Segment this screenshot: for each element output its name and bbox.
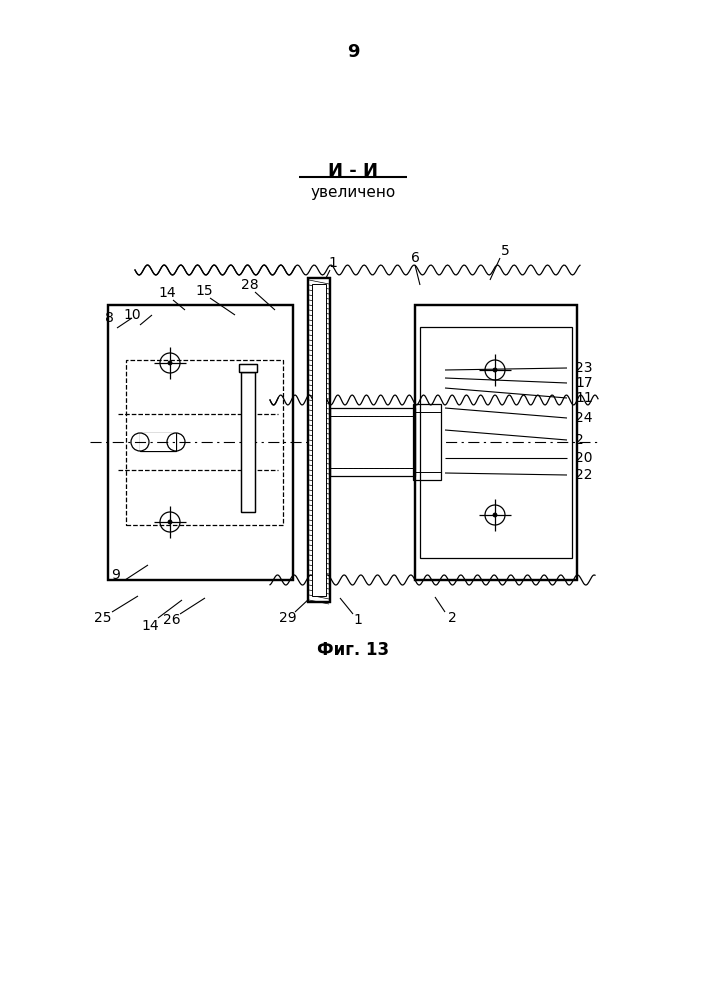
Text: 22: 22 bbox=[575, 468, 592, 482]
Text: 2: 2 bbox=[575, 433, 584, 447]
Text: 1: 1 bbox=[329, 256, 337, 270]
Bar bbox=[239, 364, 257, 372]
Text: 9: 9 bbox=[112, 568, 120, 582]
Text: 2: 2 bbox=[448, 611, 457, 625]
Text: 1: 1 bbox=[354, 613, 363, 627]
Text: 25: 25 bbox=[94, 611, 112, 625]
Bar bbox=[312, 284, 326, 596]
Bar bbox=[415, 305, 577, 580]
Text: 24: 24 bbox=[575, 411, 592, 425]
Bar bbox=[413, 404, 441, 480]
Text: 14: 14 bbox=[141, 619, 159, 633]
Bar bbox=[126, 360, 283, 525]
FancyBboxPatch shape bbox=[140, 433, 176, 451]
Text: 14: 14 bbox=[158, 286, 176, 300]
Bar bbox=[308, 278, 330, 602]
Text: И - И: И - И bbox=[328, 162, 378, 180]
Text: увеличено: увеличено bbox=[310, 186, 396, 200]
Bar bbox=[241, 372, 255, 512]
Text: 9: 9 bbox=[346, 43, 359, 61]
Text: 5: 5 bbox=[501, 244, 509, 258]
Text: 29: 29 bbox=[279, 611, 297, 625]
Text: 17: 17 bbox=[575, 376, 592, 390]
Bar bbox=[108, 305, 293, 580]
Circle shape bbox=[493, 368, 497, 372]
Bar bbox=[415, 305, 577, 580]
Bar bbox=[308, 278, 330, 602]
Bar bbox=[108, 305, 293, 580]
Circle shape bbox=[493, 513, 497, 517]
Bar bbox=[330, 408, 415, 476]
Text: 11: 11 bbox=[575, 391, 592, 405]
Bar bbox=[330, 408, 415, 476]
Circle shape bbox=[168, 520, 172, 524]
Text: 8: 8 bbox=[105, 311, 113, 325]
Bar bbox=[241, 372, 255, 512]
Text: 15: 15 bbox=[195, 284, 213, 298]
Bar bbox=[415, 305, 577, 580]
Bar bbox=[420, 327, 572, 558]
Bar bbox=[108, 305, 293, 580]
Text: 20: 20 bbox=[575, 451, 592, 465]
Bar bbox=[413, 404, 441, 480]
Text: 6: 6 bbox=[411, 251, 419, 265]
Bar bbox=[140, 433, 176, 451]
Text: Фиг. 13: Фиг. 13 bbox=[317, 641, 389, 659]
Text: 23: 23 bbox=[575, 361, 592, 375]
Text: 26: 26 bbox=[163, 613, 181, 627]
Text: 28: 28 bbox=[241, 278, 259, 292]
Bar bbox=[239, 364, 257, 372]
Bar bbox=[308, 278, 330, 602]
Text: 10: 10 bbox=[123, 308, 141, 322]
Circle shape bbox=[168, 361, 172, 365]
